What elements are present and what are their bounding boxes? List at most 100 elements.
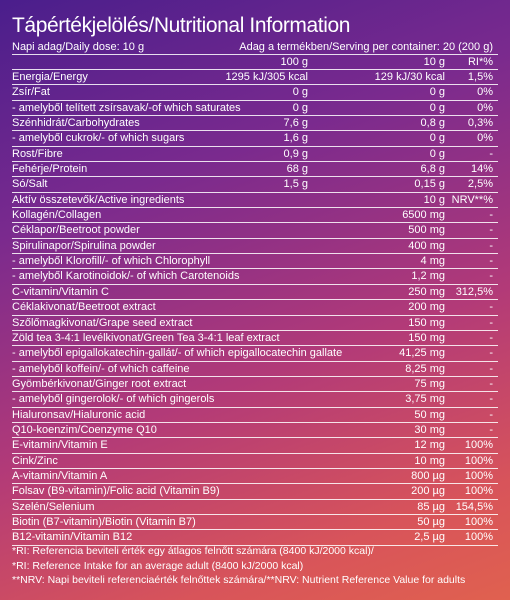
active-ingredient-row: Céklakivonat/Beetroot extract 200 mg - (12, 300, 498, 316)
nutrition-row: Fehérje/Protein 68 g 6,8 g 14% (12, 162, 498, 178)
nrv-percent: - (489, 239, 493, 252)
header-row: Napi adag/Daily dose: 10 g Adag a termék… (12, 40, 498, 55)
ingredient-amount: 10 mg (414, 454, 445, 467)
ingredient-name: Céklapor/Beetroot powder (12, 224, 140, 237)
ingredient-name: - amelyből gingerolok/- of which gingero… (12, 393, 215, 406)
ingredient-name: Zöld tea 3-4:1 levélkivonat/Green Tea 3-… (12, 331, 280, 344)
value-per-10g: 0 g (429, 86, 445, 99)
active-ingredient-row: Cink/Zinc 10 mg 100% (12, 454, 498, 469)
value-per-10g: 0 g (429, 101, 445, 114)
active-ingredient-row: Céklapor/Beetroot powder 500 mg - (12, 223, 498, 239)
ingredient-amount: 30 mg (414, 423, 445, 436)
ingredient-amount: 41,25 mg (399, 347, 445, 360)
active-ingredient-row: A-vitamin/Vitamin A 800 µg 100% (12, 469, 498, 485)
value-per-10g: 6,8 g (420, 163, 445, 176)
ingredient-name: Gyömbérkivonat/Ginger root extract (12, 377, 187, 390)
nrv-percent: - (489, 316, 493, 329)
nutrient-name: Fehérje/Protein (12, 163, 88, 176)
nrv-percent: - (489, 393, 493, 406)
nutrition-row: Rost/Fibre 0,9 g 0 g - (12, 147, 498, 163)
ingredient-name: B12-vitamin/Vitamin B12 (12, 531, 133, 544)
ingredient-name: Biotin (B7-vitamin)/Biotin (Vitamin B7) (12, 515, 196, 528)
ingredient-amount: 75 mg (414, 377, 445, 390)
nrv-percent: 100% (464, 515, 493, 528)
ingredient-amount: 3,75 mg (405, 393, 445, 406)
nutrient-name: - amelyből telített zsírsavak/-of which … (12, 101, 241, 114)
col-head-10g: 10 g (423, 56, 445, 68)
column-head-row: 100 g 10 g RI*% (12, 55, 498, 70)
page-title: Tápértékjelölés/Nutritional Information (12, 14, 351, 37)
nrv-percent: - (489, 347, 493, 360)
active-ingredient-row: - amelyből Klorofill/- of which Chloroph… (12, 254, 498, 270)
active-ingredient-row: E-vitamin/Vitamin E 12 mg 100% (12, 438, 498, 454)
active-ingredient-row: Szőlőmagkivonat/Grape seed extract 150 mg… (12, 316, 498, 331)
ingredient-name: Céklakivonat/Beetroot extract (12, 301, 156, 314)
ri-percent: 1,5% (467, 71, 493, 83)
ingredient-name: E-vitamin/Vitamin E (12, 439, 108, 452)
active-ingredient-row: - amelyből gingerolok/- of which gingero… (12, 392, 498, 408)
active-ingredient-row: C-vitamin/Vitamin C 250 mg 312,5% (12, 285, 498, 301)
ingredient-amount: 12 mg (414, 439, 445, 452)
footnote-ri-hu: *RI: Referencia beviteli érték egy átlag… (12, 545, 374, 557)
ingredient-name: Q10-koenzim/Coenzyme Q10 (12, 423, 157, 436)
nutrient-name: Energia/Energy (12, 71, 88, 83)
active-ingredient-row: Zöld tea 3-4:1 levélkivonat/Green Tea 3-… (12, 331, 498, 347)
active-header-dose: 10 g (423, 193, 445, 206)
nutrition-row: Só/Salt 1,5 g 0,15 g 2,5% (12, 177, 498, 193)
ingredient-amount: 50 µg (417, 515, 445, 528)
ingredient-name: C-vitamin/Vitamin C (12, 285, 109, 298)
nrv-percent: - (489, 209, 493, 222)
ingredient-amount: 1,2 mg (411, 270, 445, 283)
nrv-percent: - (489, 331, 493, 344)
value-per-100g: 0 g (292, 86, 308, 99)
value-per-10g: 0,8 g (420, 117, 445, 130)
value-per-100g: 1,6 g (283, 132, 308, 145)
value-per-10g: 0 g (429, 132, 445, 145)
ri-percent: 0% (477, 86, 493, 99)
col-head-ri: RI*% (467, 56, 493, 68)
nrv-percent: - (489, 301, 493, 314)
col-head-100g: 100 g (280, 56, 308, 68)
value-per-10g: 0,15 g (414, 178, 445, 191)
nrv-percent: - (489, 255, 493, 268)
daily-dose: Napi adag/Daily dose: 10 g (12, 41, 145, 53)
ri-percent: 0,3% (467, 117, 493, 130)
nrv-percent: - (489, 423, 493, 436)
ingredient-amount: 6500 mg (402, 209, 445, 222)
ingredient-name: Hialuronsav/Hialuronic acid (12, 408, 146, 421)
nutrient-name: Szénhidrát/Carbohydrates (12, 117, 140, 130)
ri-percent: 2,5% (467, 178, 493, 191)
ingredient-amount: 800 µg (411, 469, 445, 482)
ri-percent: 14% (470, 163, 493, 176)
nutrient-name: Rost/Fibre (12, 147, 63, 160)
ingredient-name: Folsav (B9-vitamin)/Folic acid (Vitamin … (12, 485, 220, 498)
active-ingredient-row: - amelyből koffein/- of which caffeine 8,… (12, 362, 498, 377)
active-ingredient-row: Biotin (B7-vitamin)/Biotin (Vitamin B7) 5… (12, 515, 498, 531)
ri-percent: - (489, 147, 493, 160)
ingredient-name: Szőlőmagkivonat/Grape seed extract (12, 316, 193, 329)
nutrient-name: Zsír/Fat (12, 86, 50, 99)
ingredient-name: Cink/Zinc (12, 454, 58, 467)
ingredient-amount: 4 mg (420, 255, 445, 268)
nutrient-name: - amelyből cukrok/- of which sugars (12, 132, 185, 145)
nrv-percent: 100% (464, 531, 493, 544)
nrv-percent: 154,5% (455, 500, 493, 513)
ingredient-name: Kollagén/Collagen (12, 209, 102, 222)
footnote-nrv: **NRV: Napi beviteli referenciaérték fel… (12, 574, 466, 586)
ingredient-name: A-vitamin/Vitamin A (12, 469, 108, 482)
nrv-percent: 100% (464, 454, 493, 467)
value-per-100g: 7,6 g (283, 117, 308, 130)
ingredient-amount: 8,25 mg (405, 362, 445, 375)
active-ingredient-row: Q10-koenzim/Coenzyme Q10 30 mg - (12, 423, 498, 439)
nutrition-table: Napi adag/Daily dose: 10 g Adag a termék… (12, 40, 498, 546)
active-ingredient-row: Spirulinapor/Spirulina powder 400 mg - (12, 239, 498, 255)
nutrition-row: - amelyből cukrok/- of which sugars 1,6 g… (12, 131, 498, 147)
ingredient-amount: 2,5 µg (414, 531, 445, 544)
nutrient-name: Só/Salt (12, 178, 48, 191)
active-ingredient-row: Gyömbérkivonat/Ginger root extract 75 mg - (12, 377, 498, 393)
active-header-label: Aktív összetevők/Active ingredients (12, 193, 185, 206)
ingredient-amount: 500 mg (408, 224, 445, 237)
active-ingredient-row: Folsav (B9-vitamin)/Folic acid (Vitamin … (12, 484, 498, 500)
ingredient-name: Szelén/Selenium (12, 500, 95, 513)
